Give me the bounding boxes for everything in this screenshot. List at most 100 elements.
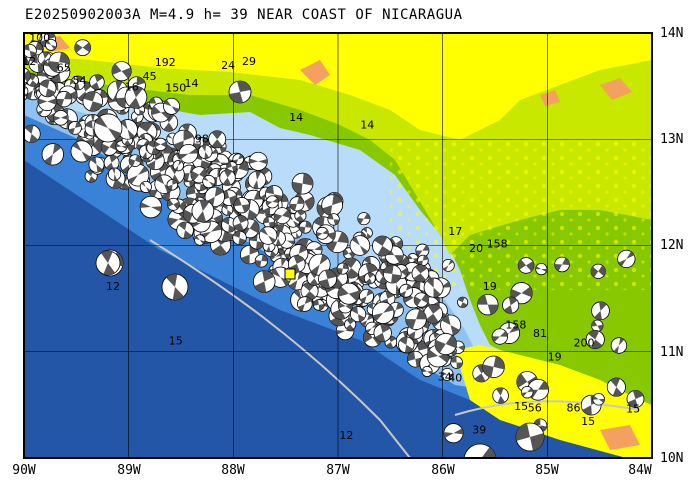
beachball: [194, 234, 206, 246]
depth-label: 158: [505, 318, 526, 331]
beachball: [232, 215, 249, 231]
beachball: [24, 124, 41, 143]
beachball: [371, 301, 395, 325]
x-tick-label: 87W: [326, 463, 350, 478]
beachball: [297, 296, 313, 312]
beachball: [318, 269, 337, 289]
beachball: [82, 91, 104, 112]
beachball: [321, 194, 343, 216]
beachball: [55, 90, 73, 108]
depth-label: 19: [548, 350, 562, 363]
beachball: [510, 282, 533, 305]
beachball: [291, 172, 314, 195]
beachball: [24, 43, 37, 58]
beachball: [128, 154, 142, 168]
beachball: [535, 263, 548, 276]
beachball: [554, 256, 570, 273]
beachball: [265, 195, 279, 209]
border-line: [454, 400, 641, 416]
beachball: [228, 80, 252, 104]
depth-label: 45: [143, 70, 157, 83]
beachball: [590, 263, 606, 279]
beachball: [166, 197, 180, 211]
beachball: [440, 368, 454, 381]
beachball: [88, 156, 105, 173]
beachball: [239, 244, 260, 265]
beachball: [477, 293, 499, 316]
beachball: [202, 174, 216, 189]
focal-mechanism-layer: [24, 33, 645, 458]
depth-label: 19: [483, 280, 497, 293]
beachball: [254, 254, 269, 268]
y-tick-label: 12N: [660, 238, 684, 253]
beachball: [68, 121, 82, 135]
depth-label: 15: [581, 415, 595, 428]
beachball: [515, 422, 545, 452]
beachball: [415, 243, 430, 258]
depth-label: 150: [165, 81, 186, 94]
beachball: [411, 264, 430, 283]
land-peak-5: [600, 425, 640, 450]
beachball: [482, 355, 505, 379]
beachball: [492, 387, 509, 404]
beachball: [163, 97, 180, 115]
x-tick-label: 90W: [12, 463, 36, 478]
beachball: [626, 390, 645, 408]
y-tick-label: 13N: [660, 132, 684, 147]
depth-label: 40: [448, 372, 462, 385]
depth-label: 29: [242, 55, 256, 68]
beachball: [221, 217, 237, 233]
map-title: E20250902003A M=4.9 h= 39 NEAR COAST OF …: [25, 7, 463, 23]
beachball: [450, 356, 463, 369]
beachball: [591, 301, 610, 321]
beachball: [617, 249, 636, 269]
x-tick-label: 88W: [221, 463, 245, 478]
beachball: [232, 153, 245, 166]
beachball: [153, 137, 168, 152]
beachball: [208, 130, 227, 149]
beachball: [248, 151, 268, 171]
beachball: [440, 314, 462, 336]
beachball: [103, 154, 120, 171]
depth-label: 98: [195, 132, 209, 145]
beachball: [161, 273, 189, 301]
beachball: [312, 299, 325, 311]
beachball: [204, 186, 225, 208]
depth-label: 86: [567, 401, 581, 414]
beachball: [491, 328, 509, 345]
depth-label: 39: [472, 424, 486, 437]
beachball: [417, 254, 429, 267]
beachball: [226, 161, 238, 173]
depth-label: 65: [57, 61, 71, 74]
land-peak-3: [540, 90, 560, 106]
depth-label: 54: [72, 74, 86, 87]
beachball: [221, 203, 234, 216]
depth-label: 192: [155, 56, 176, 69]
beachball: [45, 38, 58, 51]
beachball: [405, 308, 427, 330]
depth-label: 15: [169, 334, 183, 347]
depth-label: 17: [448, 225, 462, 238]
beachball: [294, 209, 307, 222]
beachball: [441, 258, 455, 272]
beachball: [336, 262, 349, 275]
map-frame: [23, 32, 653, 459]
beachball: [421, 365, 433, 377]
beachball: [107, 167, 122, 181]
beachball: [24, 67, 31, 84]
depth-label: 56: [528, 401, 542, 414]
depth-label: 100: [29, 32, 50, 45]
beachball: [382, 264, 402, 284]
beachball: [349, 306, 367, 323]
beachball: [591, 319, 604, 332]
beachball: [41, 143, 64, 166]
beachball: [592, 392, 605, 406]
x-tick-label: 84W: [628, 463, 652, 478]
beachball: [463, 443, 497, 458]
y-tick-label: 11N: [660, 345, 684, 360]
beachball: [398, 336, 415, 354]
beachball: [89, 74, 105, 90]
beachball: [24, 85, 29, 97]
beachball: [93, 113, 123, 143]
